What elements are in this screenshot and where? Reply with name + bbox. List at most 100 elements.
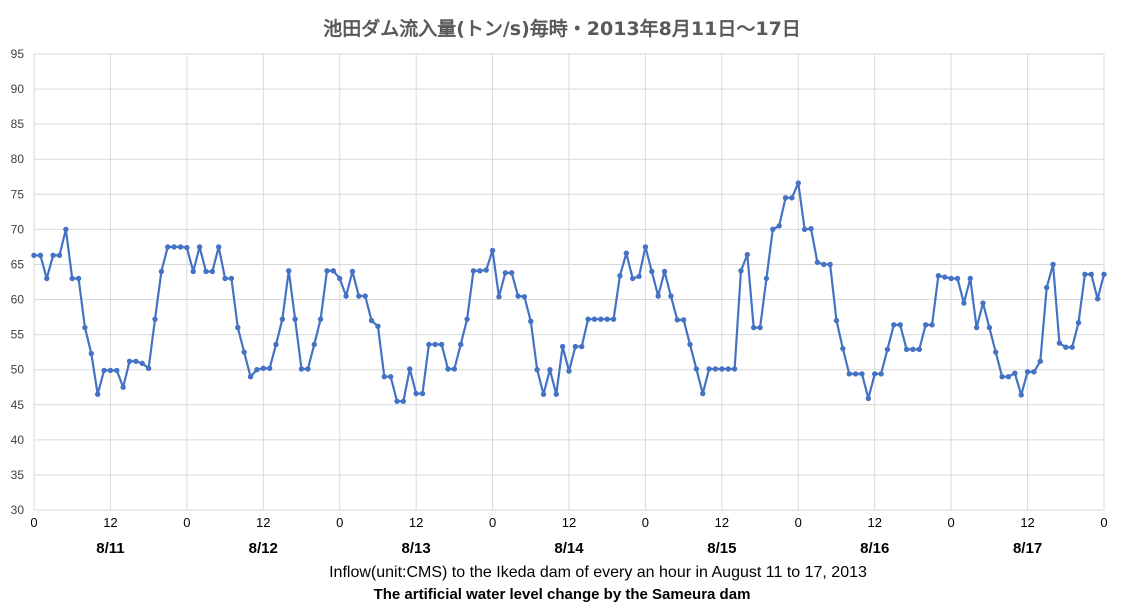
data-point [260,365,266,371]
date-label: 8/12 [249,540,278,557]
data-point [120,384,126,390]
data-point [158,268,165,275]
y-tick-label: 45 [11,398,25,412]
data-point [311,341,317,348]
data-point [961,300,967,306]
data-point [171,244,177,250]
data-point [165,244,171,250]
data-point [642,244,649,250]
data-point [973,324,980,331]
data-point [337,275,343,282]
data-point [343,293,349,299]
data-point [1069,344,1075,350]
data-point [394,398,400,404]
data-point [139,360,145,367]
data-point [209,268,216,275]
data-point [776,223,782,229]
data-point [540,391,547,397]
y-tick-label: 70 [11,222,25,236]
data-point [999,374,1005,380]
data-point [897,322,903,328]
data-point [387,374,394,380]
data-point [553,391,559,397]
data-point [107,367,114,374]
data-point [63,226,69,233]
data-point [725,366,731,372]
data-point [489,247,496,254]
data-point [330,268,337,274]
data-point [922,322,929,328]
gridlines [33,53,1105,511]
data-point [910,346,916,353]
data-point [298,366,305,372]
data-point [763,275,770,282]
y-tick-label: 30 [11,503,25,517]
data-point [566,368,572,374]
data-point [464,316,470,322]
data-point [859,371,865,377]
data-point [731,366,738,372]
data-point [585,316,591,322]
data-point [356,293,362,299]
data-point [801,226,808,233]
x-tick-label: 12 [103,515,117,530]
x-tick-label: 12 [562,515,576,530]
data-point [56,252,63,259]
data-point [916,346,922,353]
y-tick-label: 75 [11,187,25,201]
data-point [470,268,477,274]
date-label: 8/14 [554,540,584,557]
data-point [75,275,82,282]
x-tick-label: 12 [256,515,270,530]
data-point [865,395,872,402]
chart-subcaption: The artificial water level change by the… [374,586,751,603]
data-point [935,272,942,279]
data-point [362,293,368,299]
data-point [31,252,37,259]
data-point [432,341,438,348]
data-point [1101,271,1107,277]
data-point [1088,271,1094,277]
data-point [1063,344,1069,350]
date-labels: 8/11 8/12 8/13 8/14 8/15 8/16 8/17 [96,540,1042,557]
x-tick-label: 0 [183,515,190,530]
data-point [317,316,324,322]
data-point [145,365,152,371]
y-tick-label: 85 [11,117,25,131]
y-tick-label: 35 [11,468,25,482]
data-point [1031,369,1037,375]
data-point [967,275,973,282]
data-point [82,324,88,331]
data-point [44,275,50,282]
data-point [407,366,413,372]
data-point [840,345,846,352]
data-point [521,294,528,300]
data-point [821,261,827,268]
data-point [579,343,585,350]
data-point [1050,261,1056,268]
data-point [1018,392,1024,398]
data-point [948,275,954,282]
data-point [547,366,553,373]
data-point [814,259,821,266]
data-point [50,252,56,259]
data-point [413,390,419,397]
data-point [604,316,610,322]
data-point [706,366,712,372]
data-point [534,366,540,373]
data-point [216,244,222,250]
data-point [942,274,948,280]
data-point [114,367,120,374]
data-point [508,270,515,276]
data-point [1094,296,1101,302]
data-point [426,341,432,348]
data-point [808,225,814,232]
data-point [1043,284,1050,291]
date-label: 8/11 [96,540,124,557]
x-axis-ticks: 0 12 0 12 0 12 0 12 0 12 0 12 0 12 0 [30,515,1107,530]
date-label: 8/17 [1013,540,1042,557]
data-point [502,270,509,276]
data-point [700,390,706,397]
